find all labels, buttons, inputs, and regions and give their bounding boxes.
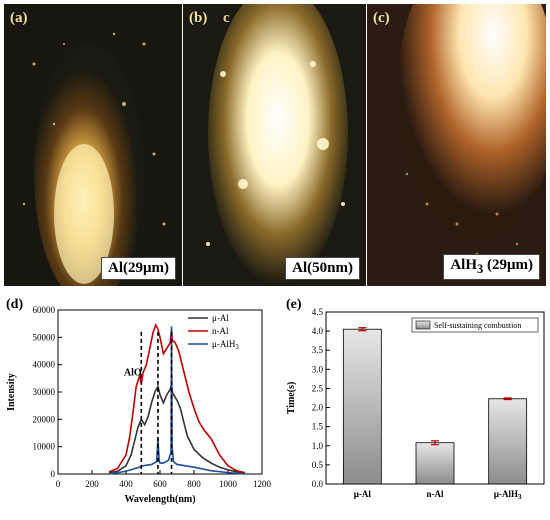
legend-entry: μ-AlH3 bbox=[212, 339, 239, 351]
panel-label-b-extra: c bbox=[223, 10, 230, 26]
series-line-2 bbox=[108, 326, 246, 475]
caption-c-main: AlH bbox=[450, 257, 477, 273]
y-tick-label: 0.0 bbox=[312, 479, 324, 489]
legend-entry: n-Al bbox=[212, 326, 229, 336]
panel-label-c: (c) bbox=[373, 10, 390, 26]
photo-panel-b: (b) c Al(50nm) bbox=[183, 4, 366, 286]
x-tick-label: 0 bbox=[56, 479, 61, 489]
combustion-time-chart: (e) 0.0 0.5 1.0 1.5 2.0 2.5 3.0 3.5 4.0 4.5 Time(s… bbox=[286, 297, 545, 501]
x-axis-label: Wavelength(nm) bbox=[124, 494, 195, 505]
y-tick-label: 3.0 bbox=[312, 364, 324, 374]
caption-b: Al(50nm) bbox=[285, 257, 360, 280]
x-tick-label: 400 bbox=[119, 479, 133, 489]
y-tick-label: 2.0 bbox=[312, 403, 324, 413]
x-tick-label: 200 bbox=[85, 479, 99, 489]
x-tick-label: 600 bbox=[153, 479, 167, 489]
legend-entry: Self-sustaining combustion bbox=[434, 321, 521, 330]
legend-box bbox=[411, 317, 539, 333]
legend-swatch bbox=[415, 320, 431, 330]
bar-2 bbox=[488, 398, 528, 485]
y-tick-label: 4.0 bbox=[312, 326, 324, 336]
series-line-1 bbox=[108, 323, 246, 474]
x-tick-label: 1200 bbox=[253, 479, 272, 489]
bar-1 bbox=[415, 442, 455, 485]
y-tick-label: 0 bbox=[51, 469, 56, 479]
panel-label-e: (e) bbox=[286, 297, 302, 312]
caption-c: AlH3 (29μm) bbox=[443, 254, 540, 280]
y-tick-label: 4.5 bbox=[312, 307, 324, 317]
y-tick-label: 60000 bbox=[33, 305, 56, 315]
y-tick-label: 1.0 bbox=[312, 441, 324, 451]
photo-panel-a: (a) Al(29μm) bbox=[4, 4, 182, 286]
y-tick-label: 50000 bbox=[33, 332, 56, 342]
caption-c-tail: (29μm) bbox=[483, 257, 533, 273]
alo-annotation: AlO bbox=[124, 368, 142, 379]
y-tick-label: 2.5 bbox=[312, 383, 324, 393]
photo-panel-c: (c) AlH3 (29μm) bbox=[367, 4, 546, 286]
panel-label-b: (b) bbox=[189, 10, 208, 26]
y-tick-label: 1.5 bbox=[312, 422, 324, 432]
y-axis-label: Intensity bbox=[6, 373, 17, 411]
y-tick-label: 3.5 bbox=[312, 345, 324, 355]
category-label: μ-Al bbox=[354, 489, 372, 499]
panel-label-d: (d) bbox=[6, 297, 23, 312]
y-tick-label: 0.5 bbox=[312, 460, 324, 470]
spectrum-chart: (d) 0 200 400 600 800 1000 1200 0 10000 20000 3000… bbox=[6, 297, 272, 505]
y-axis-label: Time(s) bbox=[286, 382, 297, 415]
caption-c-sub: 3 bbox=[477, 262, 484, 276]
y-tick-label: 10000 bbox=[33, 442, 56, 452]
y-tick-label: 40000 bbox=[33, 360, 56, 370]
flame-image-a bbox=[4, 4, 182, 286]
flame-image-c bbox=[367, 4, 546, 286]
bar-plot-area: 0.0 0.5 1.0 1.5 2.0 2.5 3.0 3.5 4.0 4.5 Time(s) μ-A… bbox=[286, 307, 545, 501]
series-line-0 bbox=[108, 383, 246, 474]
x-tick-label: 1000 bbox=[219, 479, 238, 489]
category-label: n-Al bbox=[426, 489, 444, 499]
spectrum-plot-area: 0 200 400 600 800 1000 1200 0 10000 20000 30000 400… bbox=[6, 305, 272, 505]
y-tick-label: 30000 bbox=[33, 387, 56, 397]
flame-image-b bbox=[183, 4, 366, 286]
y-tick-label: 20000 bbox=[33, 414, 56, 424]
bar-0 bbox=[342, 328, 382, 485]
category-label: μ-AlH3 bbox=[494, 489, 522, 501]
panel-label-a: (a) bbox=[10, 10, 28, 26]
legend-entry: μ-Al bbox=[212, 313, 229, 323]
x-tick-label: 800 bbox=[187, 479, 201, 489]
caption-a: Al(29μm) bbox=[101, 257, 176, 280]
